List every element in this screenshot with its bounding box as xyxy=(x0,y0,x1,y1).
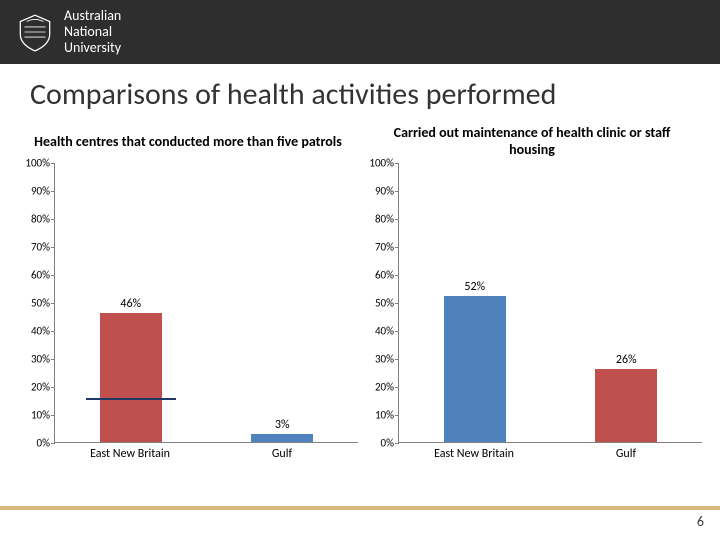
annotation-underline xyxy=(86,398,176,400)
chart-right: Carried out maintenance of health clinic… xyxy=(362,123,702,461)
y-tick-label: 50% xyxy=(31,297,50,310)
bar xyxy=(100,313,162,442)
charts-row: Health centres that conducted more than … xyxy=(0,123,720,461)
bar-value-label: 52% xyxy=(464,280,485,294)
page-number: 6 xyxy=(697,513,704,530)
y-tick-label: 50% xyxy=(375,297,394,310)
y-tick-label: 20% xyxy=(31,381,50,394)
bars-container: 52% 26% xyxy=(399,163,702,442)
bar xyxy=(251,434,313,442)
y-tick-label: 30% xyxy=(31,353,50,366)
y-tick-mark xyxy=(51,247,55,248)
y-tick-label: 100% xyxy=(25,157,50,170)
y-tick-label: 0% xyxy=(37,437,50,450)
y-tick-label: 60% xyxy=(31,269,50,282)
y-tick-label: 40% xyxy=(375,325,394,338)
y-tick-label: 80% xyxy=(31,213,50,226)
y-tick-mark xyxy=(395,443,399,444)
y-tick-mark xyxy=(51,163,55,164)
y-tick-mark xyxy=(395,331,399,332)
y-tick-label: 30% xyxy=(375,353,394,366)
y-tick-mark xyxy=(395,415,399,416)
bar-value-label: 46% xyxy=(120,297,141,311)
x-tick-label: Gulf xyxy=(206,443,358,461)
bar-group: 46% xyxy=(70,297,191,442)
y-tick-mark xyxy=(395,303,399,304)
x-tick-label: East New Britain xyxy=(398,443,550,461)
y-tick-mark xyxy=(395,219,399,220)
plot-area: 46% 3% xyxy=(54,163,358,443)
bars-container: 46% 3% xyxy=(55,163,358,442)
bar-group: 52% xyxy=(414,280,535,442)
y-tick-label: 70% xyxy=(375,241,394,254)
bar xyxy=(444,296,506,442)
y-tick-mark xyxy=(395,191,399,192)
uni-line3: University xyxy=(64,40,121,56)
y-tick-mark xyxy=(395,163,399,164)
bar-group: 26% xyxy=(566,353,687,442)
y-tick-mark xyxy=(51,415,55,416)
y-tick-mark xyxy=(51,219,55,220)
footer-accent-bar xyxy=(0,506,720,510)
y-tick-label: 10% xyxy=(31,409,50,422)
y-tick-label: 0% xyxy=(381,437,394,450)
chart-left: Health centres that conducted more than … xyxy=(18,123,358,461)
bar-value-label: 26% xyxy=(616,353,637,367)
y-tick-mark xyxy=(395,275,399,276)
y-tick-label: 90% xyxy=(375,185,394,198)
y-axis: 0%10%20%30%40%50%60%70%80%90%100% xyxy=(362,163,398,443)
y-tick-mark xyxy=(51,191,55,192)
y-tick-label: 20% xyxy=(375,381,394,394)
y-tick-label: 90% xyxy=(31,185,50,198)
y-tick-mark xyxy=(51,359,55,360)
y-tick-mark xyxy=(51,331,55,332)
slide-title: Comparisons of health activities perform… xyxy=(30,76,720,113)
y-tick-label: 70% xyxy=(31,241,50,254)
y-tick-mark xyxy=(51,275,55,276)
x-labels: East New BritainGulf xyxy=(398,443,702,461)
university-crest-icon xyxy=(14,11,56,53)
y-tick-label: 100% xyxy=(369,157,394,170)
chart-title: Carried out maintenance of health clinic… xyxy=(362,123,702,159)
chart-title: Health centres that conducted more than … xyxy=(18,123,358,159)
y-tick-label: 40% xyxy=(31,325,50,338)
x-tick-label: East New Britain xyxy=(54,443,206,461)
bar-value-label: 3% xyxy=(275,418,290,432)
university-name: Australian National University xyxy=(64,8,121,56)
y-axis: 0%10%20%30%40%50%60%70%80%90%100% xyxy=(18,163,54,443)
chart-plot: 0%10%20%30%40%50%60%70%80%90%100% 52%26% xyxy=(362,163,702,443)
y-tick-mark xyxy=(395,359,399,360)
y-tick-mark xyxy=(51,303,55,304)
bar xyxy=(595,369,657,442)
y-tick-mark xyxy=(395,247,399,248)
uni-line1: Australian xyxy=(64,8,121,24)
y-tick-label: 80% xyxy=(375,213,394,226)
uni-line2: National xyxy=(64,24,121,40)
y-tick-mark xyxy=(51,387,55,388)
y-tick-mark xyxy=(51,443,55,444)
plot-area: 52% 26% xyxy=(398,163,702,443)
y-tick-mark xyxy=(395,387,399,388)
y-tick-label: 10% xyxy=(375,409,394,422)
chart-plot: 0%10%20%30%40%50%60%70%80%90%100% 46%3% xyxy=(18,163,358,443)
bar-group: 3% xyxy=(222,418,343,442)
header-bar: Australian National University xyxy=(0,0,720,64)
x-tick-label: Gulf xyxy=(550,443,702,461)
x-labels: East New BritainGulf xyxy=(54,443,358,461)
y-tick-label: 60% xyxy=(375,269,394,282)
